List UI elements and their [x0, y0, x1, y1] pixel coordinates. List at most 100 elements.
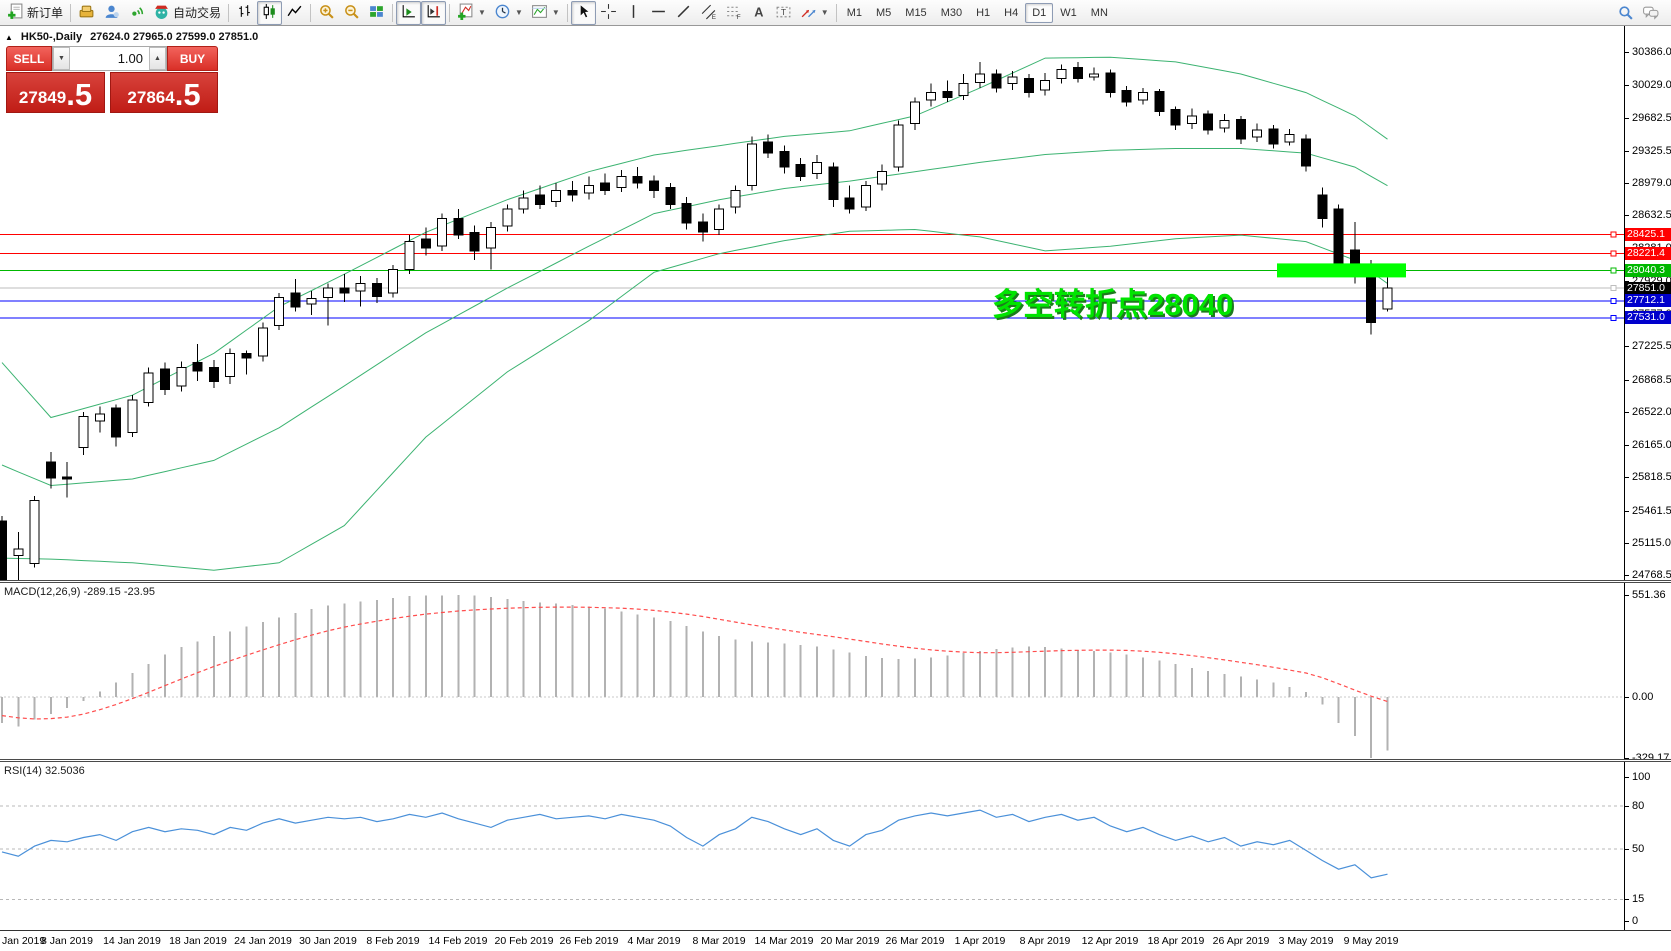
- zoom-in-button[interactable]: [314, 1, 339, 25]
- hline-anchor[interactable]: [1610, 231, 1617, 238]
- candle-body: [1382, 287, 1393, 310]
- period-m5-button[interactable]: M5: [876, 6, 892, 19]
- ask-frac: .5: [174, 77, 201, 112]
- objects-button[interactable]: ▼: [796, 1, 833, 25]
- date-label: 9 May 2019: [1343, 935, 1399, 947]
- signals-button[interactable]: [124, 1, 149, 25]
- volume-decrease-button[interactable]: ▼: [53, 47, 70, 70]
- candle-body: [143, 372, 154, 404]
- hline-anchor[interactable]: [1610, 285, 1617, 291]
- market-button[interactable]: [74, 1, 99, 25]
- bid-price[interactable]: 27849 .5: [6, 72, 105, 113]
- candle-body: [241, 352, 252, 359]
- hline-anchor[interactable]: [1610, 314, 1617, 321]
- sell-button[interactable]: SELL: [6, 46, 52, 71]
- candle-body: [991, 73, 1002, 89]
- period-mn-button[interactable]: MN: [1090, 6, 1108, 19]
- candle-body: [649, 180, 659, 191]
- chart-shift-button[interactable]: [421, 0, 447, 25]
- chevron-down-icon[interactable]: ▼: [514, 8, 523, 17]
- channel-button[interactable]: E: [696, 1, 721, 25]
- period-w1-button[interactable]: W1: [1060, 6, 1077, 19]
- hline-anchor[interactable]: [1610, 267, 1617, 274]
- rsi-sash[interactable]: [0, 759, 1671, 762]
- period-m15-button[interactable]: M15: [905, 6, 927, 19]
- candle-body: [828, 166, 839, 201]
- zoom-out-button[interactable]: [339, 1, 364, 25]
- price-tick-label: 25461.5: [1632, 505, 1671, 517]
- price-axis[interactable]: 30386.0 30029.0 29682.5 29325.5 28979.0 28632…: [1625, 26, 1671, 930]
- trendline-button[interactable]: [671, 1, 696, 25]
- period-h4-button[interactable]: H4: [1004, 6, 1019, 19]
- period-m30-button[interactable]: M30: [940, 6, 963, 19]
- hline-button[interactable]: [646, 1, 671, 25]
- crosshair-button[interactable]: [596, 1, 621, 25]
- date-label: 20 Feb 2019: [494, 935, 554, 947]
- volume-stepper: ▼ 1.00 ▲: [52, 46, 167, 71]
- toolbar-separator: [70, 3, 72, 22]
- candle-body: [1138, 92, 1148, 101]
- hline-anchor[interactable]: [1610, 298, 1617, 304]
- plot-border: [1624, 26, 1625, 930]
- chart-candles-button[interactable]: [257, 0, 283, 25]
- volume-increase-button[interactable]: ▲: [149, 47, 166, 70]
- buy-button[interactable]: BUY: [167, 46, 218, 71]
- candle-body: [225, 352, 236, 378]
- chevron-down-icon[interactable]: ▼: [551, 8, 560, 17]
- candle-body: [1219, 120, 1230, 129]
- candle-body: [909, 101, 920, 124]
- candle-body: [779, 150, 790, 168]
- ask-price[interactable]: 27864 .5: [110, 72, 218, 113]
- vline-button[interactable]: [621, 1, 646, 25]
- fibo-button[interactable]: F: [721, 1, 746, 25]
- autoscroll-button[interactable]: [396, 0, 422, 25]
- macd-subwindow[interactable]: [0, 583, 1624, 762]
- cursor-button[interactable]: [570, 0, 596, 25]
- templates-button[interactable]: ▼: [527, 1, 564, 25]
- hline-icon: [650, 3, 667, 23]
- period-h1-button[interactable]: H1: [976, 6, 991, 19]
- chevron-down-icon[interactable]: ▼: [820, 8, 829, 17]
- date-label: 18 Jan 2019: [169, 935, 227, 947]
- period-d1-button[interactable]: D1: [1025, 2, 1054, 23]
- volume-value[interactable]: 1.00: [117, 51, 143, 66]
- date-label: 8 Feb 2019: [366, 935, 420, 947]
- macd-sash[interactable]: [0, 580, 1671, 583]
- candle-body: [1023, 78, 1034, 94]
- chevron-down-icon[interactable]: ▼: [478, 8, 486, 17]
- tile-windows-button[interactable]: [364, 1, 389, 25]
- price-tick: [1625, 118, 1629, 119]
- candle-body: [355, 283, 366, 292]
- hline-anchor[interactable]: [1610, 250, 1617, 257]
- chart-bars-button[interactable]: [232, 1, 257, 25]
- chart-line-button[interactable]: [282, 1, 307, 25]
- candle-body: [371, 283, 382, 297]
- rsi-tick: [1625, 806, 1629, 807]
- candle-body: [208, 366, 219, 382]
- candle-body: [1121, 90, 1132, 103]
- text-button[interactable]: A: [746, 1, 771, 25]
- candle-body: [1154, 91, 1165, 112]
- price-tick-label: 26868.5: [1632, 374, 1671, 386]
- date-axis[interactable]: Jan 2019 8 Jan 2019 14 Jan 2019 18 Jan 2019…: [0, 930, 1671, 951]
- ask-int: 27864: [127, 88, 175, 107]
- annotation-text[interactable]: 多空转折点28040: [992, 287, 1233, 322]
- autotrading-button[interactable]: 自动交易: [149, 1, 225, 25]
- indicators-button[interactable]: ▼: [453, 1, 490, 25]
- date-label: 14 Mar 2019: [754, 935, 814, 947]
- pivot-zone-rectangle[interactable]: [1277, 263, 1406, 278]
- periods-button[interactable]: ▼: [490, 1, 527, 25]
- new-order-button[interactable]: 新订单: [3, 1, 67, 25]
- chat-icon-button[interactable]: [1638, 1, 1663, 25]
- date-label: 12 Apr 2019: [1081, 935, 1139, 947]
- price-tick-label: 28979.0: [1632, 177, 1671, 189]
- candle-body: [420, 238, 431, 249]
- label-button[interactable]: T: [771, 1, 796, 25]
- rsi-tick-label: 80: [1632, 800, 1645, 812]
- search-icon-button[interactable]: [1613, 1, 1638, 25]
- rsi-subwindow[interactable]: [0, 762, 1624, 930]
- community-button[interactable]: [99, 1, 124, 25]
- period-m1-button[interactable]: M1: [846, 6, 862, 19]
- one-click-collapse-icon[interactable]: ▲: [5, 32, 13, 42]
